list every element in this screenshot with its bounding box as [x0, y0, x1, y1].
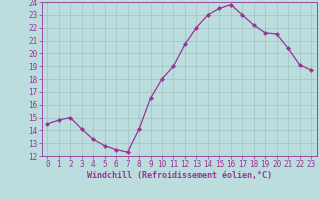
X-axis label: Windchill (Refroidissement éolien,°C): Windchill (Refroidissement éolien,°C): [87, 171, 272, 180]
